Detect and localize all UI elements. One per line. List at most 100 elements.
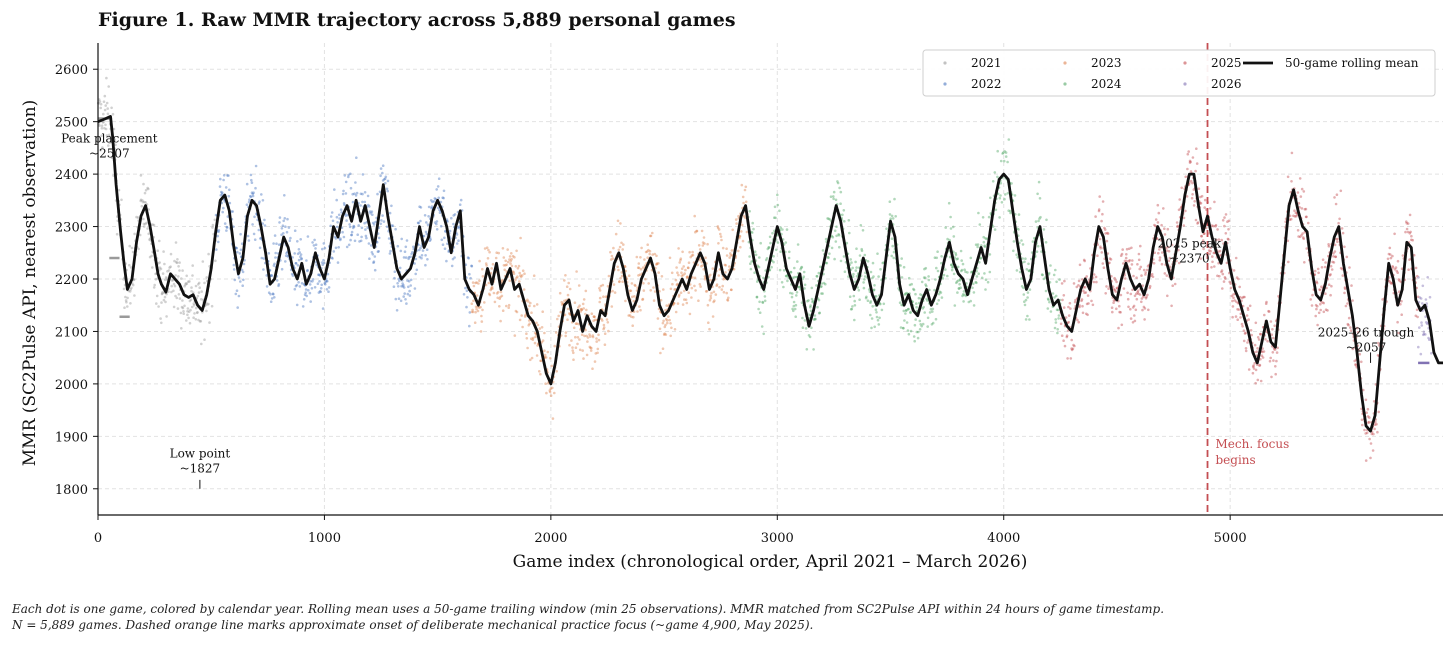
data-point — [1023, 300, 1026, 304]
data-point — [443, 236, 446, 240]
data-point — [922, 305, 925, 309]
data-point — [533, 304, 536, 308]
data-point — [513, 255, 516, 259]
data-point — [598, 296, 602, 300]
data-point — [749, 262, 752, 266]
y-tick-label: 2000 — [55, 378, 88, 393]
data-point — [1366, 415, 1370, 418]
data-point — [598, 300, 601, 304]
data-point — [1115, 286, 1119, 290]
data-point — [186, 310, 189, 313]
legend-marker-2022 — [943, 82, 947, 86]
data-point — [457, 239, 460, 242]
data-point — [594, 352, 598, 355]
data-point — [507, 306, 511, 310]
data-point — [527, 300, 530, 303]
data-point — [915, 302, 918, 305]
data-point — [688, 250, 691, 254]
data-point — [309, 280, 312, 283]
data-point — [296, 264, 300, 267]
data-point — [331, 219, 335, 223]
data-point — [167, 290, 170, 294]
data-point — [1127, 259, 1131, 263]
data-point — [1224, 213, 1228, 216]
data-point — [579, 307, 583, 311]
data-point — [1271, 351, 1275, 354]
data-point — [592, 315, 596, 318]
y-tick-label: 1900 — [55, 430, 88, 445]
data-point — [637, 274, 640, 277]
data-point — [1339, 266, 1343, 270]
data-point — [589, 346, 592, 350]
data-point — [397, 297, 401, 301]
data-point — [108, 141, 111, 144]
data-point — [435, 222, 438, 226]
data-point — [146, 227, 149, 230]
data-point — [305, 294, 309, 298]
data-point — [498, 305, 501, 308]
data-point — [1063, 344, 1067, 348]
data-point — [908, 283, 912, 287]
data-point — [1381, 298, 1384, 301]
data-point — [377, 250, 381, 253]
data-point — [1046, 297, 1050, 301]
data-point — [342, 202, 346, 205]
data-point — [1349, 326, 1352, 329]
data-point — [900, 303, 903, 307]
data-point — [1254, 321, 1258, 325]
data-point — [969, 299, 972, 303]
data-point — [1028, 318, 1031, 321]
data-point — [952, 225, 955, 229]
data-point — [1040, 273, 1044, 276]
data-point — [347, 175, 350, 179]
data-point — [1136, 291, 1139, 294]
data-point — [405, 302, 408, 305]
data-point — [1425, 322, 1429, 326]
data-point — [1136, 289, 1140, 293]
data-point — [308, 283, 312, 286]
data-point — [672, 302, 676, 305]
data-point — [1268, 359, 1272, 363]
data-point — [1074, 298, 1077, 302]
data-point — [327, 286, 331, 289]
data-point — [683, 298, 686, 301]
data-point — [383, 177, 387, 180]
data-point — [1144, 271, 1147, 274]
data-point — [1395, 269, 1399, 273]
data-point — [162, 250, 165, 253]
data-point — [1333, 196, 1336, 199]
data-point — [239, 280, 242, 283]
chart-title: Figure 1. Raw MMR trajectory across 5,88… — [98, 9, 736, 31]
data-point — [215, 248, 218, 251]
data-point — [1184, 209, 1187, 213]
data-point — [789, 270, 793, 274]
legend-label-2021: 2021 — [971, 56, 1002, 70]
data-point — [913, 339, 916, 343]
data-point — [168, 266, 171, 269]
data-point — [778, 209, 781, 213]
data-point — [1056, 331, 1059, 335]
data-point — [815, 284, 818, 287]
data-point — [122, 287, 126, 291]
data-point — [1220, 270, 1223, 274]
data-point — [1274, 365, 1277, 368]
data-point — [222, 174, 226, 177]
data-point — [979, 256, 982, 260]
data-point — [441, 196, 445, 199]
data-point — [1234, 315, 1238, 318]
data-point — [194, 284, 198, 288]
data-point — [1182, 224, 1186, 227]
data-point — [314, 247, 317, 250]
data-point — [1260, 354, 1264, 358]
data-point — [882, 302, 886, 306]
data-point — [810, 326, 813, 330]
data-point — [1253, 343, 1257, 347]
data-point — [259, 237, 262, 240]
data-point — [832, 195, 835, 198]
data-point — [755, 295, 759, 299]
data-point — [1132, 274, 1135, 278]
data-point — [1103, 226, 1106, 230]
data-point — [1023, 260, 1026, 264]
data-point — [527, 319, 531, 322]
data-point — [287, 226, 291, 229]
